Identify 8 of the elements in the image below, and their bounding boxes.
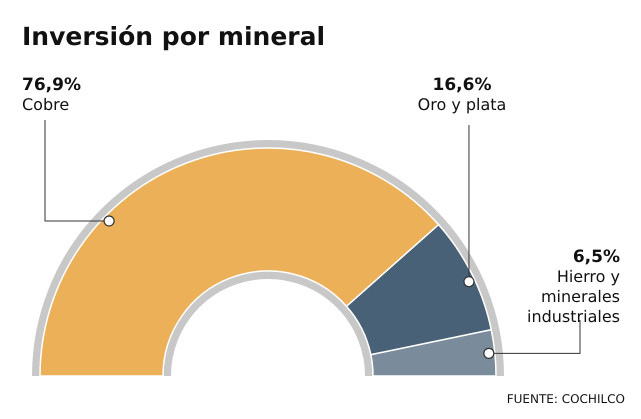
slice-label: Cobre	[22, 95, 70, 114]
slice-label: Oro y plata	[418, 95, 506, 114]
data-label: 76,9%	[22, 75, 81, 95]
slice-label: Hierro y minerales industriales	[527, 267, 620, 326]
data-label: 16,6%	[432, 75, 492, 95]
source-note: FUENTE: COCHILCO	[506, 392, 625, 406]
data-label: 6,5%	[572, 247, 620, 267]
chart-title: Inversión por mineral	[22, 22, 326, 51]
